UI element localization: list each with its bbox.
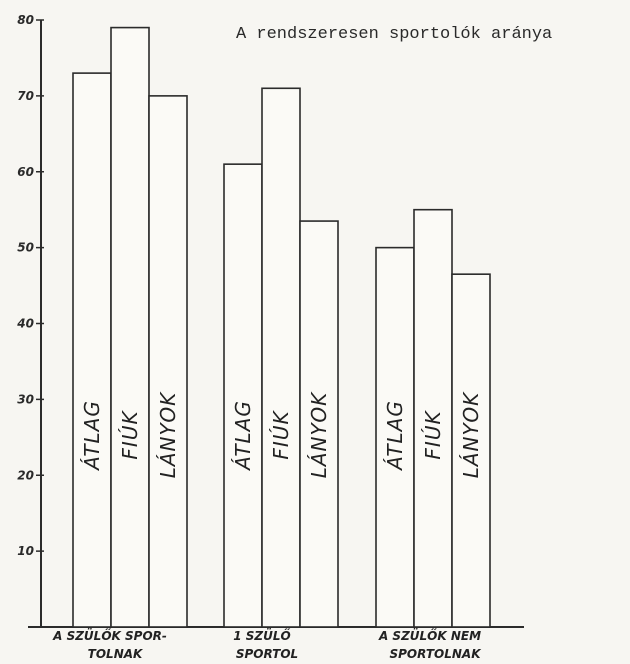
bar-group1-series3 [148,95,188,628]
bar-label: ÁTLAG [231,400,255,472]
y-tick-label: 30 [17,392,34,406]
bar-group1-series1 [72,72,112,628]
y-tick-label: 10 [17,544,34,558]
group-label-line1: A SZÜLŐK NEM [378,628,481,643]
bar-label: FIÚK [118,410,142,460]
bar-label: FIÚK [269,410,293,460]
bar-label: LÁNYOK [307,391,331,478]
bar-label: FIÚK [421,410,445,460]
bar-group2-series2 [261,87,301,628]
group-label-line2: TOLNAK [88,647,144,661]
group-labels: A SZÜLŐK SPOR- TOLNAK 1 SZÜLŐ SPORTOL A SZÜL… [52,628,482,661]
chart-title: A rendszeresen sportolók aránya [236,25,552,44]
bar-group2-series3 [299,220,339,628]
group-label-line2: SPORTOL [236,647,298,661]
y-tick-label: 70 [17,89,34,103]
bar-label: LÁNYOK [156,391,180,478]
y-ticks: 10 20 30 40 50 60 70 80 [16,13,44,558]
bars: ÁTLAG FIÚK LÁNYOK ÁTLAG FIÚK LÁNYOK ÁTLAG FIÚK L… [72,26,491,628]
bar-label: ÁTLAG [80,400,104,472]
bar-group2-series1 [223,163,263,628]
y-tick-label: 80 [17,13,34,27]
y-tick-label: 60 [17,165,34,179]
bar-label: ÁTLAG [383,400,407,472]
y-tick-label: 20 [17,468,34,482]
group-label-line2: SPORTOLNAK [389,647,482,661]
bar-group3-series1 [375,246,415,628]
y-tick-label: 40 [16,317,34,331]
group-label-line1: A SZÜLŐK SPOR- [52,628,167,643]
y-tick-label: 50 [17,241,34,255]
group-label-line1: 1 SZÜLŐ [233,628,290,643]
bar-group1-series2 [110,26,150,628]
bar-group3-series2 [413,208,453,628]
bar-group3-series3 [451,273,491,628]
bar-label: LÁNYOK [459,391,483,478]
